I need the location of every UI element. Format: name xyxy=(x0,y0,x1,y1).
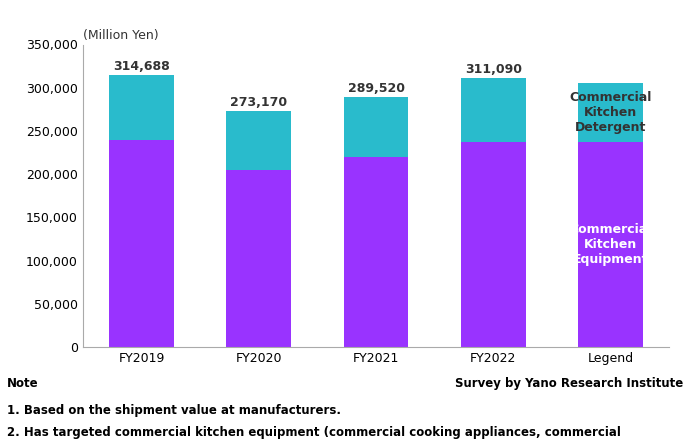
Text: 2. Has targeted commercial kitchen equipment (commercial cooking appliances, com: 2. Has targeted commercial kitchen equip… xyxy=(7,426,621,439)
Bar xyxy=(461,142,526,347)
Text: 314,688: 314,688 xyxy=(113,60,170,73)
Text: Commercial
Kitchen
Detergent: Commercial Kitchen Detergent xyxy=(569,91,652,134)
Bar xyxy=(109,75,174,140)
Text: (Million Yen): (Million Yen) xyxy=(83,29,159,42)
Text: Commercial
Kitchen
Equipment: Commercial Kitchen Equipment xyxy=(569,223,652,266)
Text: 311,090: 311,090 xyxy=(465,63,522,76)
Text: Survey by Yano Research Institute: Survey by Yano Research Institute xyxy=(455,377,683,390)
Bar xyxy=(578,142,643,347)
Bar xyxy=(578,83,643,142)
Bar xyxy=(226,111,291,170)
Text: 1. Based on the shipment value at manufacturers.: 1. Based on the shipment value at manufa… xyxy=(7,404,341,417)
Text: Note: Note xyxy=(7,377,39,390)
Bar xyxy=(226,170,291,347)
Bar xyxy=(109,140,174,347)
Bar xyxy=(344,97,408,157)
Bar xyxy=(461,78,526,142)
Bar xyxy=(344,157,408,347)
Text: 289,520: 289,520 xyxy=(348,81,404,95)
Text: 273,170: 273,170 xyxy=(230,96,287,109)
